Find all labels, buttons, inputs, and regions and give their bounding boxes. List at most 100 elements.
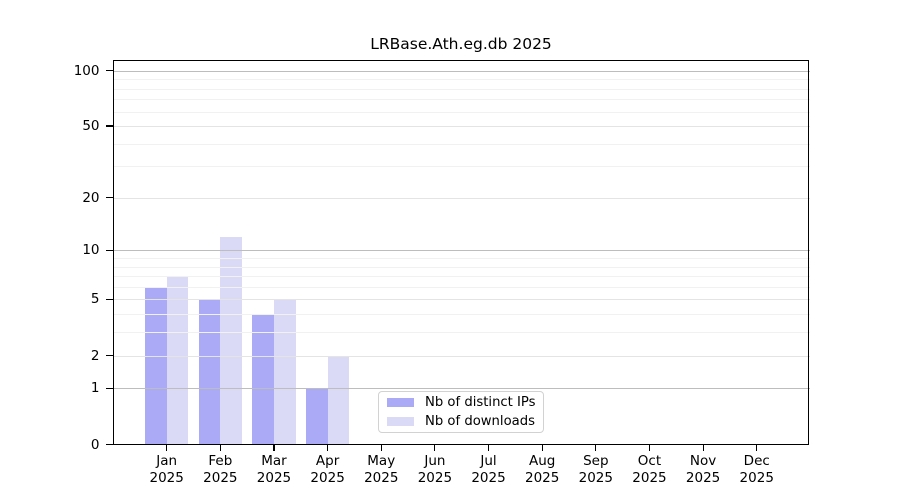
y-tick-100	[106, 70, 113, 72]
x-tick-label-jan: Jan 2025	[137, 453, 197, 488]
gridline-major-20	[112, 197, 810, 199]
legend-item-downloads: Nb of downloads	[379, 414, 543, 431]
month-label: Nov	[689, 452, 717, 469]
y-tick-20	[106, 197, 113, 199]
y-tick-label-1: 1	[90, 380, 100, 397]
month-label: May	[367, 452, 396, 469]
bar-downloads-mar	[273, 299, 296, 445]
x-tick-apr	[327, 444, 329, 451]
y-tick-label-50: 50	[82, 118, 100, 135]
bar-distinct-ips-feb	[198, 299, 221, 445]
month-label: Oct	[637, 452, 662, 469]
gridline-decade-1	[112, 388, 810, 390]
bar-downloads-feb	[220, 236, 242, 445]
legend-swatch-distinct-ips	[387, 397, 414, 407]
year-label: 2025	[417, 470, 453, 486]
x-tick-label-jul: Jul 2025	[459, 453, 519, 488]
gridline-minor-80	[112, 88, 810, 90]
y-tick-label-0: 0	[90, 436, 100, 453]
gridline-minor-60	[112, 111, 810, 113]
x-tick-label-aug: Aug 2025	[512, 453, 572, 488]
x-tick-mar	[273, 444, 275, 451]
x-tick-label-mar: Mar 2025	[244, 453, 304, 488]
year-label: 2025	[471, 470, 506, 486]
x-tick-oct	[648, 444, 651, 451]
x-tick-nov	[702, 444, 704, 451]
x-tick-may	[380, 444, 382, 451]
gridline-minor-90	[112, 79, 810, 81]
year-label: 2025	[203, 470, 238, 486]
y-tick-1	[106, 387, 113, 389]
y-tick-label-100: 100	[73, 62, 100, 79]
month-label: Jan	[156, 452, 178, 469]
year-label: 2025	[578, 470, 613, 486]
year-label: 2025	[739, 470, 774, 486]
bar-distinct-ips-apr	[306, 388, 328, 445]
gridline-major-2	[112, 355, 810, 357]
x-tick-feb	[219, 444, 221, 451]
month-label: Aug	[528, 452, 556, 469]
x-tick-label-may: May 2025	[351, 453, 411, 488]
gridline-decade-100	[112, 70, 810, 72]
y-tick-label-20: 20	[82, 189, 100, 206]
x-tick-label-sep: Sep 2025	[566, 453, 626, 488]
y-tick-5	[106, 298, 113, 300]
gridline-minor-7	[112, 276, 810, 278]
legend-label-downloads: Nb of downloads	[425, 414, 535, 430]
gridline-minor-8	[112, 266, 810, 268]
x-tick-label-feb: Feb 2025	[190, 453, 250, 488]
y-tick-label-10: 10	[82, 242, 100, 259]
x-tick-jun	[434, 444, 436, 451]
month-label: Jul	[480, 452, 497, 469]
gridline-minor-6	[112, 286, 810, 288]
legend: Nb of distinct IPs Nb of downloads	[378, 391, 544, 433]
x-tick-label-oct: Oct 2025	[619, 453, 679, 488]
month-label: Sep	[583, 452, 609, 469]
year-label: 2025	[310, 470, 345, 486]
gridline-minor-9	[112, 258, 810, 259]
x-tick-jul	[487, 444, 490, 451]
bar-distinct-ips-mar	[252, 314, 274, 445]
legend-item-distinct-ips: Nb of distinct IPs	[379, 394, 543, 411]
y-tick-50	[106, 125, 113, 127]
month-label: Dec	[743, 452, 770, 469]
year-label: 2025	[685, 470, 721, 486]
year-label: 2025	[524, 470, 560, 486]
y-tick-label-5: 5	[90, 291, 100, 308]
month-label: Jun	[424, 452, 446, 469]
chart-title: LRBase.Ath.eg.db 2025	[370, 35, 552, 53]
gridline-minor-70	[112, 99, 810, 101]
x-tick-label-jun: Jun 2025	[405, 453, 465, 488]
bar-downloads-jan	[166, 276, 189, 445]
x-tick-aug	[541, 444, 543, 451]
bar-downloads-apr	[327, 355, 350, 445]
year-label: 2025	[149, 470, 184, 486]
gridline-major-50	[112, 126, 810, 128]
x-tick-label-dec: Dec 2025	[727, 453, 787, 488]
gridline-major-5	[112, 299, 810, 301]
x-tick-sep	[595, 444, 597, 451]
year-label: 2025	[364, 470, 399, 486]
gridline-minor-4	[112, 314, 810, 316]
x-tick-jan	[166, 444, 168, 451]
y-tick-0	[106, 443, 113, 446]
gridline-minor-3	[112, 332, 810, 334]
gridline-decade-10	[112, 250, 810, 252]
gridline-minor-40	[112, 143, 810, 145]
y-tick-label-2: 2	[90, 347, 100, 364]
month-label: Feb	[208, 452, 233, 469]
x-tick-dec	[756, 444, 758, 451]
x-tick-label-nov: Nov 2025	[673, 453, 733, 488]
x-tick-label-apr: Apr 2025	[298, 453, 358, 488]
bar-distinct-ips-jan	[145, 286, 167, 445]
gridline-minor-30	[112, 166, 810, 168]
y-tick-10	[106, 249, 113, 251]
y-tick-2	[106, 354, 113, 357]
legend-label-distinct-ips: Nb of distinct IPs	[425, 394, 536, 410]
month-label: Mar	[261, 452, 287, 469]
year-label: 2025	[632, 470, 667, 486]
year-label: 2025	[256, 470, 292, 486]
month-label: Apr	[315, 452, 340, 469]
legend-swatch-downloads	[387, 417, 414, 427]
